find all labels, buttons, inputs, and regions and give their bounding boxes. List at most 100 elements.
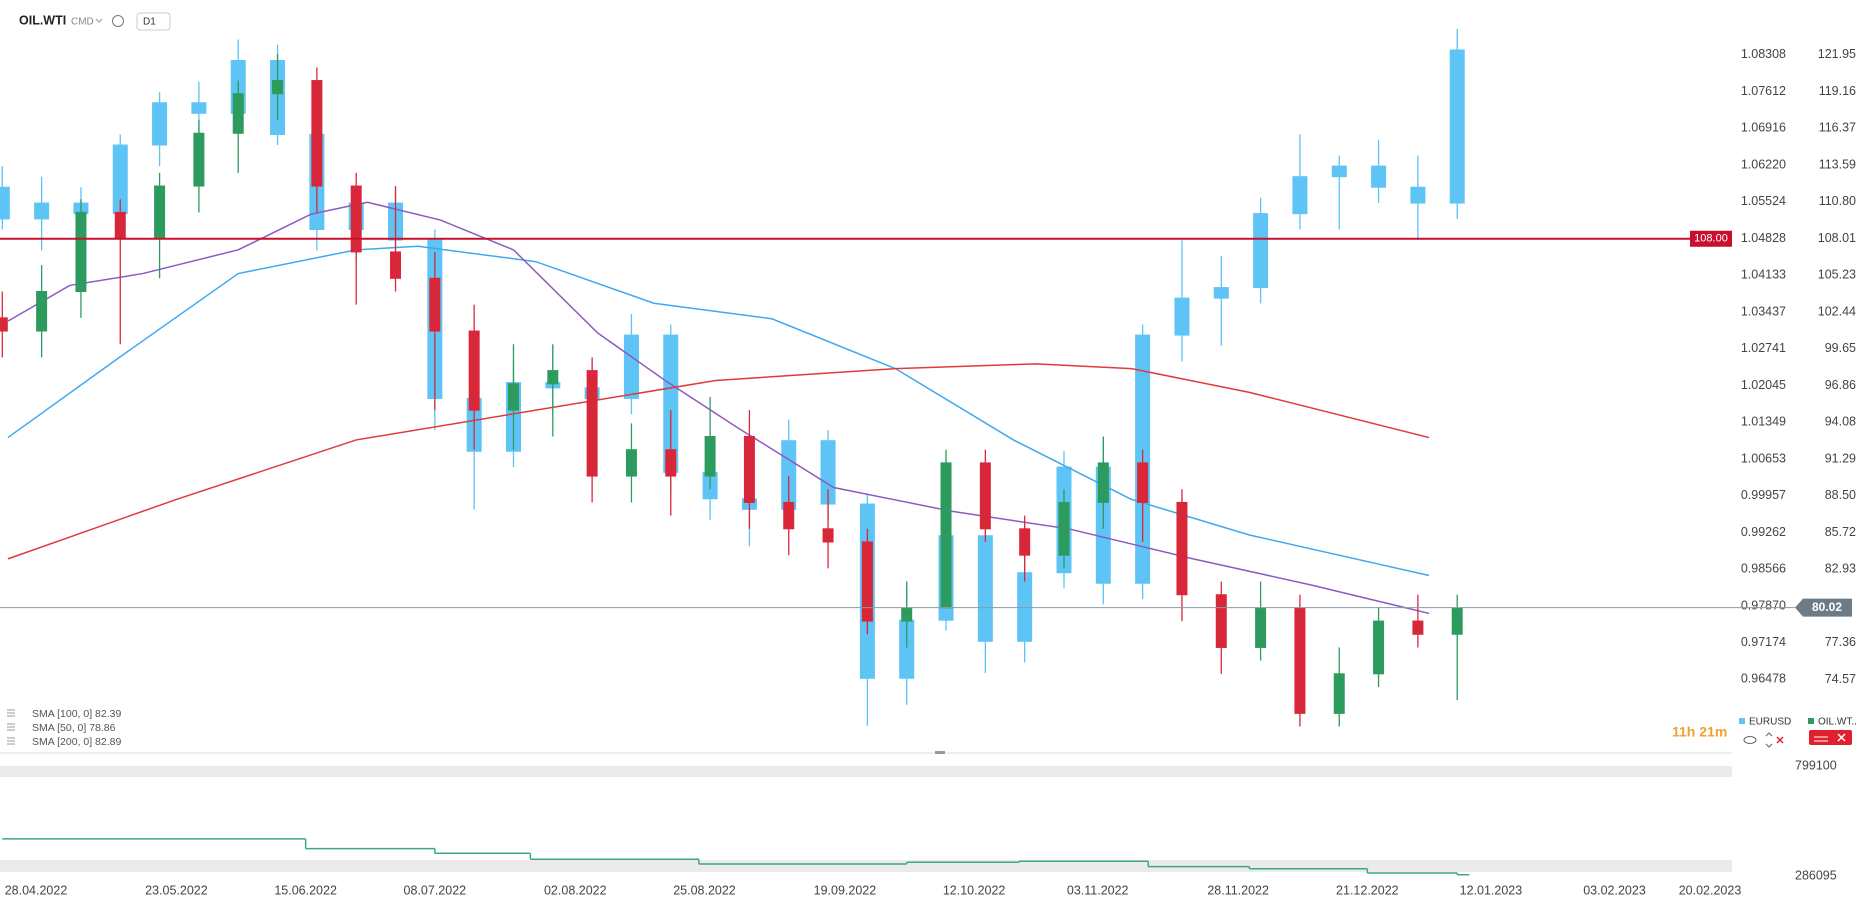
y2-tick-label: 0.96478 [1741,672,1786,686]
y2-tick-label: 1.02045 [1741,378,1786,392]
candle-body [1176,501,1188,596]
y2-tick-label: 1.08308 [1741,47,1786,61]
candle-body [1097,462,1109,503]
y2-tick-label: 1.02741 [1741,341,1786,355]
info-icon[interactable] [112,15,124,27]
volume-tick-label: 799100 [1795,758,1837,772]
x-tick-label: 12.10.2022 [943,883,1006,897]
candle-body [429,277,441,332]
x-tick-label: 19.09.2022 [814,883,877,897]
candle-body [507,383,519,411]
candle-body [350,185,362,253]
interval[interactable]: D1 [143,17,156,28]
candle-body [1137,462,1149,503]
candle-body [1373,620,1385,675]
candle-body [0,317,8,332]
legend-entry: SMA [50, 0] 78.86 [32,722,116,734]
moving-average [7,201,1430,615]
x-tick-label: 23.05.2022 [145,883,208,897]
countdown: 11h 21m [1672,724,1727,740]
candle-body [822,528,834,543]
y-tick-label: 99.65 [1825,341,1856,355]
resize-handle[interactable] [935,751,945,754]
candle-body [1255,607,1267,648]
level-label: 108.00 [1694,233,1728,245]
y-tick-label: 102.44 [1818,304,1856,318]
y-tick-label: 74.57 [1825,672,1856,686]
eye-icon[interactable] [1743,736,1757,744]
y-tick-label: 119.16 [1819,84,1856,98]
candle-body [1412,620,1424,635]
candle-body [272,80,284,95]
candle-body [193,132,205,187]
candle-body [1253,213,1269,289]
y2-tick-label: 1.01349 [1741,415,1786,429]
candle-body [1174,297,1190,336]
x-tick-label: 28.11.2022 [1207,883,1269,897]
x-tick-label: 21.12.2022 [1336,883,1399,897]
x-tick-label: 12.01.2023 [1460,883,1523,897]
y-tick-label: 105.23 [1818,268,1856,282]
close-icon[interactable] [1837,733,1846,742]
candle-body [1294,607,1306,714]
candle-body [1213,287,1229,299]
candle-body [1017,572,1033,642]
x-tick-label: 03.11.2022 [1067,883,1129,897]
legend-icon [7,709,15,717]
y-tick-label: 85.72 [1825,525,1856,539]
legend-swatch [1739,718,1745,724]
y-tick-label: 82.93 [1825,562,1856,576]
candle-body [1333,673,1345,714]
y-tick-label: 121.95 [1818,47,1856,61]
candle-body [586,370,598,477]
x-tick-label: 08.07.2022 [404,883,467,897]
candle-body [1451,607,1463,635]
candle-body [1331,165,1347,178]
interval-box[interactable] [136,12,171,31]
last-price-label: 80.02 [1812,600,1842,614]
candle-body [547,370,559,385]
y2-tick-label: 1.00653 [1741,451,1786,465]
y2-tick-label: 0.98566 [1741,562,1786,576]
volume-band [0,766,1732,777]
y-tick-label: 113.59 [1819,157,1856,171]
order-icon[interactable] [1765,732,1773,748]
candle-body [468,330,480,411]
candle-body [311,80,323,187]
legend-entry: SMA [100, 0] 82.39 [32,708,121,720]
settings-icon[interactable] [1814,736,1828,742]
candle-body [977,535,993,642]
candle-body [232,93,244,134]
candle-body [1058,501,1070,556]
candle-body [34,202,50,220]
candle-body [625,449,637,477]
y-tick-label: 110.80 [1819,194,1856,208]
legend-entry: EURUSD [1749,717,1791,728]
candle-body [901,607,913,622]
dropdown-icon[interactable] [95,18,103,23]
y2-tick-label: 1.06916 [1741,121,1786,135]
y2-tick-label: 1.07612 [1741,84,1786,98]
symbol[interactable]: OIL.WTI [19,13,66,27]
y-tick-label: 108.01 [1818,231,1856,245]
remove-icon[interactable] [1776,736,1784,744]
y2-tick-label: 1.04828 [1741,231,1786,245]
legend-swatch [1808,718,1814,724]
y-tick-label: 116.37 [1819,121,1856,135]
candle-body [623,334,639,399]
x-tick-label: 20.02.2023 [1679,883,1742,897]
candle-body [0,186,10,220]
candle-body [940,462,952,609]
candle-body [390,251,402,279]
x-tick-label: 03.02.2023 [1583,883,1646,897]
y2-tick-label: 1.06220 [1741,157,1786,171]
candle-body [36,290,48,332]
candle-body [75,211,87,292]
y-tick-label: 96.86 [1825,378,1856,392]
candle-body [783,501,795,530]
candle-body [665,449,677,477]
volume-tick-label: 286095 [1795,868,1837,882]
x-tick-label: 15.06.2022 [274,883,337,897]
y2-tick-label: 1.03437 [1741,304,1786,318]
